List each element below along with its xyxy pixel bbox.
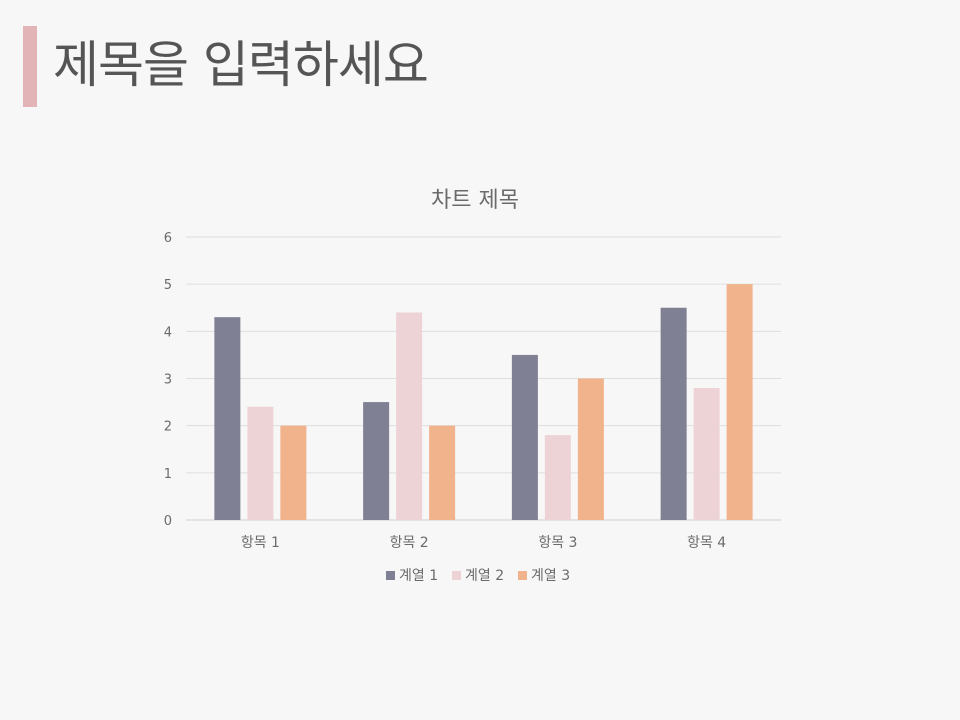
x-axis-labels: 항목 1 항목 2 항목 3 항목 4	[241, 535, 726, 551]
legend-label: 계열 3	[531, 568, 570, 584]
legend: 계열 1 계열 2 계열 3	[386, 568, 570, 584]
bar[interactable]	[247, 406, 274, 520]
bar[interactable]	[544, 435, 571, 520]
legend-swatch	[518, 571, 527, 580]
legend-label: 계열 1	[399, 568, 438, 584]
chart-title: 차트 제목	[431, 188, 519, 213]
x-tick-label: 항목 4	[687, 535, 726, 551]
legend-label: 계열 2	[465, 568, 504, 584]
bar[interactable]	[280, 425, 307, 520]
slide-title[interactable]: 제목을 입력하세요	[53, 36, 429, 94]
bars	[214, 284, 753, 521]
y-tick-label: 3	[164, 373, 172, 388]
bar[interactable]	[363, 402, 390, 520]
y-tick-label: 4	[164, 325, 172, 340]
bar[interactable]	[660, 307, 687, 520]
legend-swatch	[452, 571, 461, 580]
bar[interactable]	[429, 425, 456, 520]
bar[interactable]	[726, 284, 753, 520]
y-tick-label: 6	[164, 231, 172, 246]
y-tick-label: 0	[164, 514, 172, 529]
x-tick-label: 항목 3	[538, 535, 577, 551]
y-axis-ticks: 0 1 2 3 4 5 6	[164, 231, 172, 529]
bar[interactable]	[511, 354, 538, 520]
x-tick-label: 항목 1	[241, 535, 280, 551]
y-tick-label: 5	[164, 278, 172, 293]
title-accent-bar	[23, 26, 37, 107]
bar[interactable]	[577, 378, 604, 521]
bar[interactable]	[396, 312, 423, 520]
bar[interactable]	[693, 387, 720, 520]
gridlines	[186, 236, 781, 521]
y-tick-label: 1	[164, 467, 172, 482]
bar[interactable]	[214, 317, 241, 520]
legend-swatch	[386, 571, 395, 580]
y-tick-label: 2	[164, 420, 172, 435]
x-tick-label: 항목 2	[390, 535, 429, 551]
